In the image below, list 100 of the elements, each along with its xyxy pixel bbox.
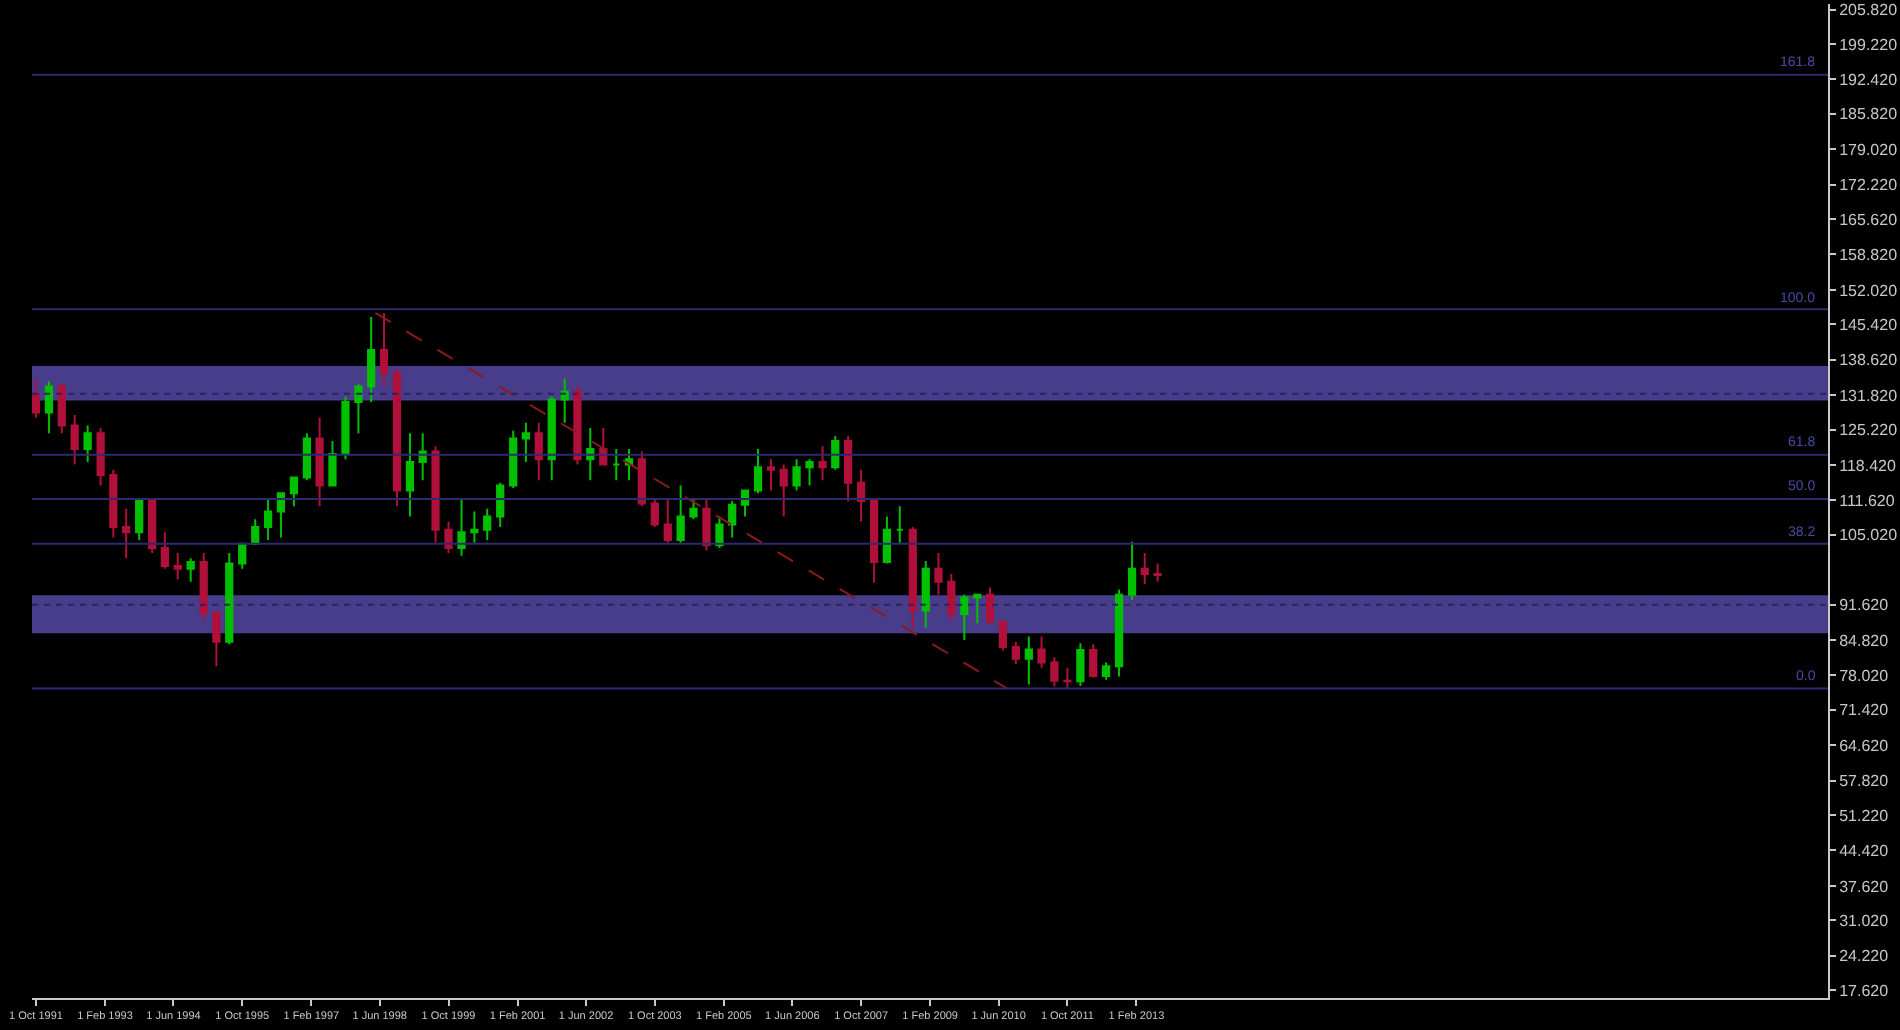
candlestick	[740, 489, 750, 518]
candlestick	[805, 458, 814, 487]
y-tick-label: 17.620	[1839, 981, 1890, 1000]
candlestick	[276, 492, 286, 539]
candlestick	[96, 427, 105, 487]
candlestick	[199, 552, 208, 622]
candlestick	[960, 593, 969, 642]
candlestick	[650, 497, 659, 529]
candlestick	[831, 434, 840, 471]
candlestick	[895, 505, 904, 544]
candlestick	[418, 432, 427, 482]
candlestick	[1024, 635, 1033, 686]
y-tick-label: 165.620	[1839, 210, 1899, 229]
candlestick	[289, 476, 299, 508]
candlestick	[70, 414, 79, 466]
candlestick	[457, 497, 466, 557]
candlestick	[934, 552, 943, 596]
y-tick-label: 37.620	[1839, 877, 1890, 896]
candlestick	[160, 531, 169, 570]
y-tick-label: 125.220	[1839, 421, 1899, 440]
candlestick	[341, 395, 350, 461]
candlestick	[818, 445, 827, 482]
candlestick	[1140, 552, 1149, 586]
y-tick-label: 199.220	[1839, 35, 1899, 54]
candlestick	[1153, 562, 1162, 583]
candlestick	[1063, 666, 1072, 690]
y-tick-label: 111.620	[1839, 491, 1896, 510]
y-tick-label: 57.820	[1839, 772, 1890, 791]
candlestick	[225, 552, 234, 646]
candlestick	[32, 377, 41, 419]
candlestick	[1050, 656, 1059, 688]
candlestick	[792, 458, 801, 492]
candlestick	[715, 515, 724, 549]
y-tick-label: 71.420	[1839, 701, 1890, 720]
y-tick-label: 158.820	[1839, 246, 1899, 265]
candlestick	[496, 481, 505, 529]
y-tick-label: 152.020	[1839, 281, 1899, 300]
candlestick	[212, 609, 221, 668]
candlestick	[186, 557, 195, 583]
candlestick	[44, 380, 54, 435]
candlestick	[431, 445, 440, 544]
candlestick	[521, 421, 531, 463]
candlestick	[779, 463, 788, 518]
y-tick-label: 31.020	[1839, 911, 1890, 930]
y-tick-label: 145.420	[1839, 315, 1899, 334]
candlestick	[173, 552, 182, 581]
candlestick	[869, 500, 879, 584]
candlestick	[921, 559, 930, 629]
candlestick	[560, 377, 569, 424]
y-tick-label: 192.420	[1839, 71, 1899, 90]
candlestick	[882, 515, 892, 565]
candlestick	[534, 421, 543, 482]
candlestick	[766, 458, 776, 492]
candlestick	[57, 382, 66, 435]
y-tick-label: 84.820	[1839, 631, 1890, 650]
candlestick	[379, 311, 389, 388]
y-tick-label: 138.620	[1839, 351, 1899, 370]
candlestick	[998, 619, 1007, 652]
y-tick-label: 118.420	[1839, 456, 1897, 475]
candlestick	[315, 416, 324, 508]
candlestick	[135, 497, 144, 542]
candlestick	[856, 468, 866, 523]
y-tick-label: 205.820	[1839, 1, 1899, 20]
candlestick	[328, 440, 337, 487]
y-tick-label: 185.820	[1839, 105, 1899, 124]
candlestick	[354, 382, 363, 435]
candlestick	[702, 497, 711, 552]
y-tick-label: 51.220	[1839, 806, 1890, 825]
candlestick	[109, 468, 118, 539]
y-tick-label: 172.220	[1839, 176, 1899, 195]
candlestick	[1076, 642, 1085, 687]
candlestick	[676, 484, 685, 544]
candlestick	[444, 520, 453, 555]
candlestick	[367, 316, 376, 404]
y-tick-label: 64.620	[1839, 736, 1890, 755]
y-tick-label: 91.620	[1839, 596, 1890, 615]
candlestick	[1011, 640, 1020, 666]
candlestick	[728, 500, 737, 539]
candlestick	[985, 586, 995, 625]
candlestick	[148, 497, 157, 555]
candlestick	[573, 385, 582, 466]
candlestick	[302, 432, 312, 482]
candlestick	[509, 429, 518, 489]
y-tick-label: 78.020	[1839, 667, 1890, 686]
candlestick	[470, 510, 479, 544]
candlestick	[586, 427, 595, 482]
candlestick	[973, 593, 982, 625]
candlestick	[663, 497, 672, 544]
candlestick	[392, 367, 402, 508]
y-tick-label: 105.020	[1839, 526, 1899, 545]
candlestick	[908, 526, 917, 630]
candlestick	[1114, 588, 1124, 678]
candlestick	[405, 432, 415, 518]
candlestick	[1037, 635, 1046, 669]
candlestick	[122, 507, 131, 560]
candlestick	[753, 447, 763, 495]
candlestick	[263, 497, 273, 542]
candlestick	[1127, 540, 1137, 601]
candlestick	[251, 518, 260, 545]
candlestick	[1089, 643, 1098, 679]
